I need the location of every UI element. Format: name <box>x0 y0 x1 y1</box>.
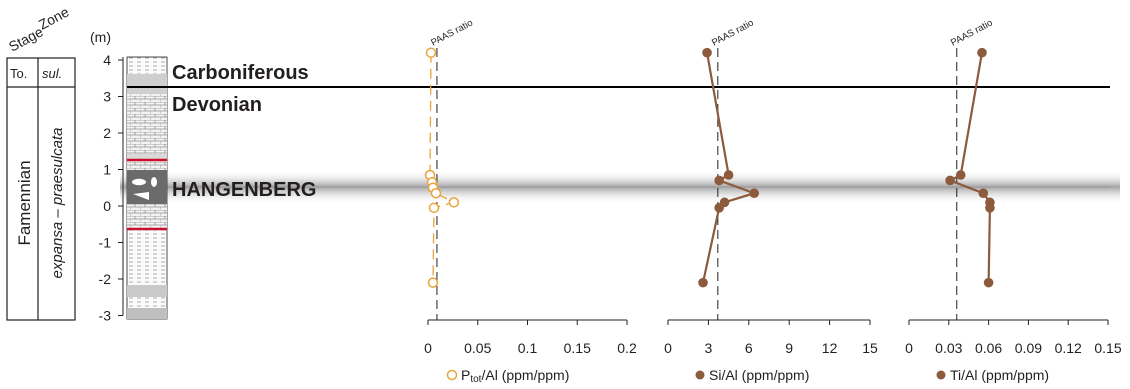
p-data-point <box>428 202 440 214</box>
depth-unit-label: (m) <box>90 29 111 45</box>
ti-x-tick-label: 0.03 <box>935 340 962 356</box>
p-x-tick-label: 0 <box>424 340 432 356</box>
depth-tick-label: 1 <box>103 162 111 178</box>
ti-x-tick-label: 0 <box>905 340 913 356</box>
si-x-tick-label: 6 <box>745 340 753 356</box>
upper-stage-label: To. <box>10 66 27 81</box>
si-x-tick-label: 9 <box>785 340 793 356</box>
si-x-tick-label: 3 <box>705 340 713 356</box>
p-x-tick-label: 0.15 <box>564 340 591 356</box>
upper-zone-label: sul. <box>42 66 62 81</box>
si-x-tick-label: 0 <box>664 340 672 356</box>
p-data-point <box>448 197 460 208</box>
depth-tick-label: -1 <box>99 235 112 251</box>
p-x-tick-label: 0.2 <box>617 340 637 356</box>
ti-axis-title: Ti/Al (ppm/ppm) <box>950 367 1049 383</box>
hangenberg-label: HANGENBERG <box>172 179 316 201</box>
carboniferous-label: Carboniferous <box>172 62 309 84</box>
si-data-point <box>702 47 712 58</box>
ti-paas-label: PAAS ratio <box>949 17 995 48</box>
stage-zone-table: Stage Zone To. sul. Famennian expansa – … <box>6 3 76 321</box>
si-x-tick-label: 12 <box>822 340 838 356</box>
p-axis-title: Ptot/Al (ppm/ppm) <box>446 367 569 385</box>
si-paas-label: PAAS ratio <box>710 17 756 48</box>
ti-x-tick-label: 0.09 <box>1015 340 1042 356</box>
depth-tick-label: -2 <box>99 271 112 287</box>
lower-zone-label: expansa – praesulcata <box>49 128 66 279</box>
depth-tick-label: 2 <box>103 125 111 141</box>
p-axis-title-sub: tot <box>470 374 481 385</box>
depth-axis: -3 -2 -1 0 1 2 3 4 <box>99 52 124 324</box>
depth-tick-label: 0 <box>103 198 111 214</box>
ti-data-point <box>945 175 955 186</box>
ti-legend-marker <box>936 370 946 380</box>
ti-x-tick-label: 0.06 <box>975 340 1002 356</box>
si-legend-marker <box>695 370 705 380</box>
ti-data-point <box>978 188 989 199</box>
p-axis-title-rest: /Al (ppm/ppm) <box>481 367 569 383</box>
ti-x-tick-label: 0.12 <box>1055 340 1082 356</box>
p-data-point <box>427 277 439 288</box>
p-x-tick-label: 0.1 <box>518 340 538 356</box>
lithology-column <box>126 56 168 320</box>
depth-tick-label: 4 <box>103 52 111 68</box>
devonian-label: Devonian <box>172 94 262 116</box>
si-data-point <box>698 277 708 288</box>
p-paas-label: PAAS ratio <box>429 17 475 48</box>
p-data-point <box>430 187 442 199</box>
zone-header: Zone <box>36 3 72 32</box>
svg-text:Ptot/Al (ppm/ppm): Ptot/Al (ppm/ppm) <box>461 367 569 385</box>
p-x-tick-label: 0.05 <box>464 340 491 356</box>
ti-data-point <box>983 277 994 288</box>
lower-stage-label: Famennian <box>15 160 34 245</box>
si-data-point <box>723 170 734 180</box>
si-axis-title: Si/Al (ppm/ppm) <box>709 367 809 383</box>
ti-data-point <box>955 170 966 180</box>
p-axis-title-main: P <box>461 367 470 383</box>
ti-data-point <box>977 47 987 58</box>
si-x-tick-label: 15 <box>862 340 878 356</box>
si-data-point <box>714 203 724 213</box>
ti-x-tick-label: 0.15 <box>1094 340 1121 356</box>
p-data-point <box>425 47 437 58</box>
depth-tick-label: -3 <box>99 308 112 324</box>
depth-tick-label: 3 <box>103 89 111 105</box>
ti-data-point <box>985 203 995 213</box>
si-data-point <box>749 188 759 199</box>
si-data-point <box>714 175 724 186</box>
p-legend-marker <box>446 369 458 381</box>
